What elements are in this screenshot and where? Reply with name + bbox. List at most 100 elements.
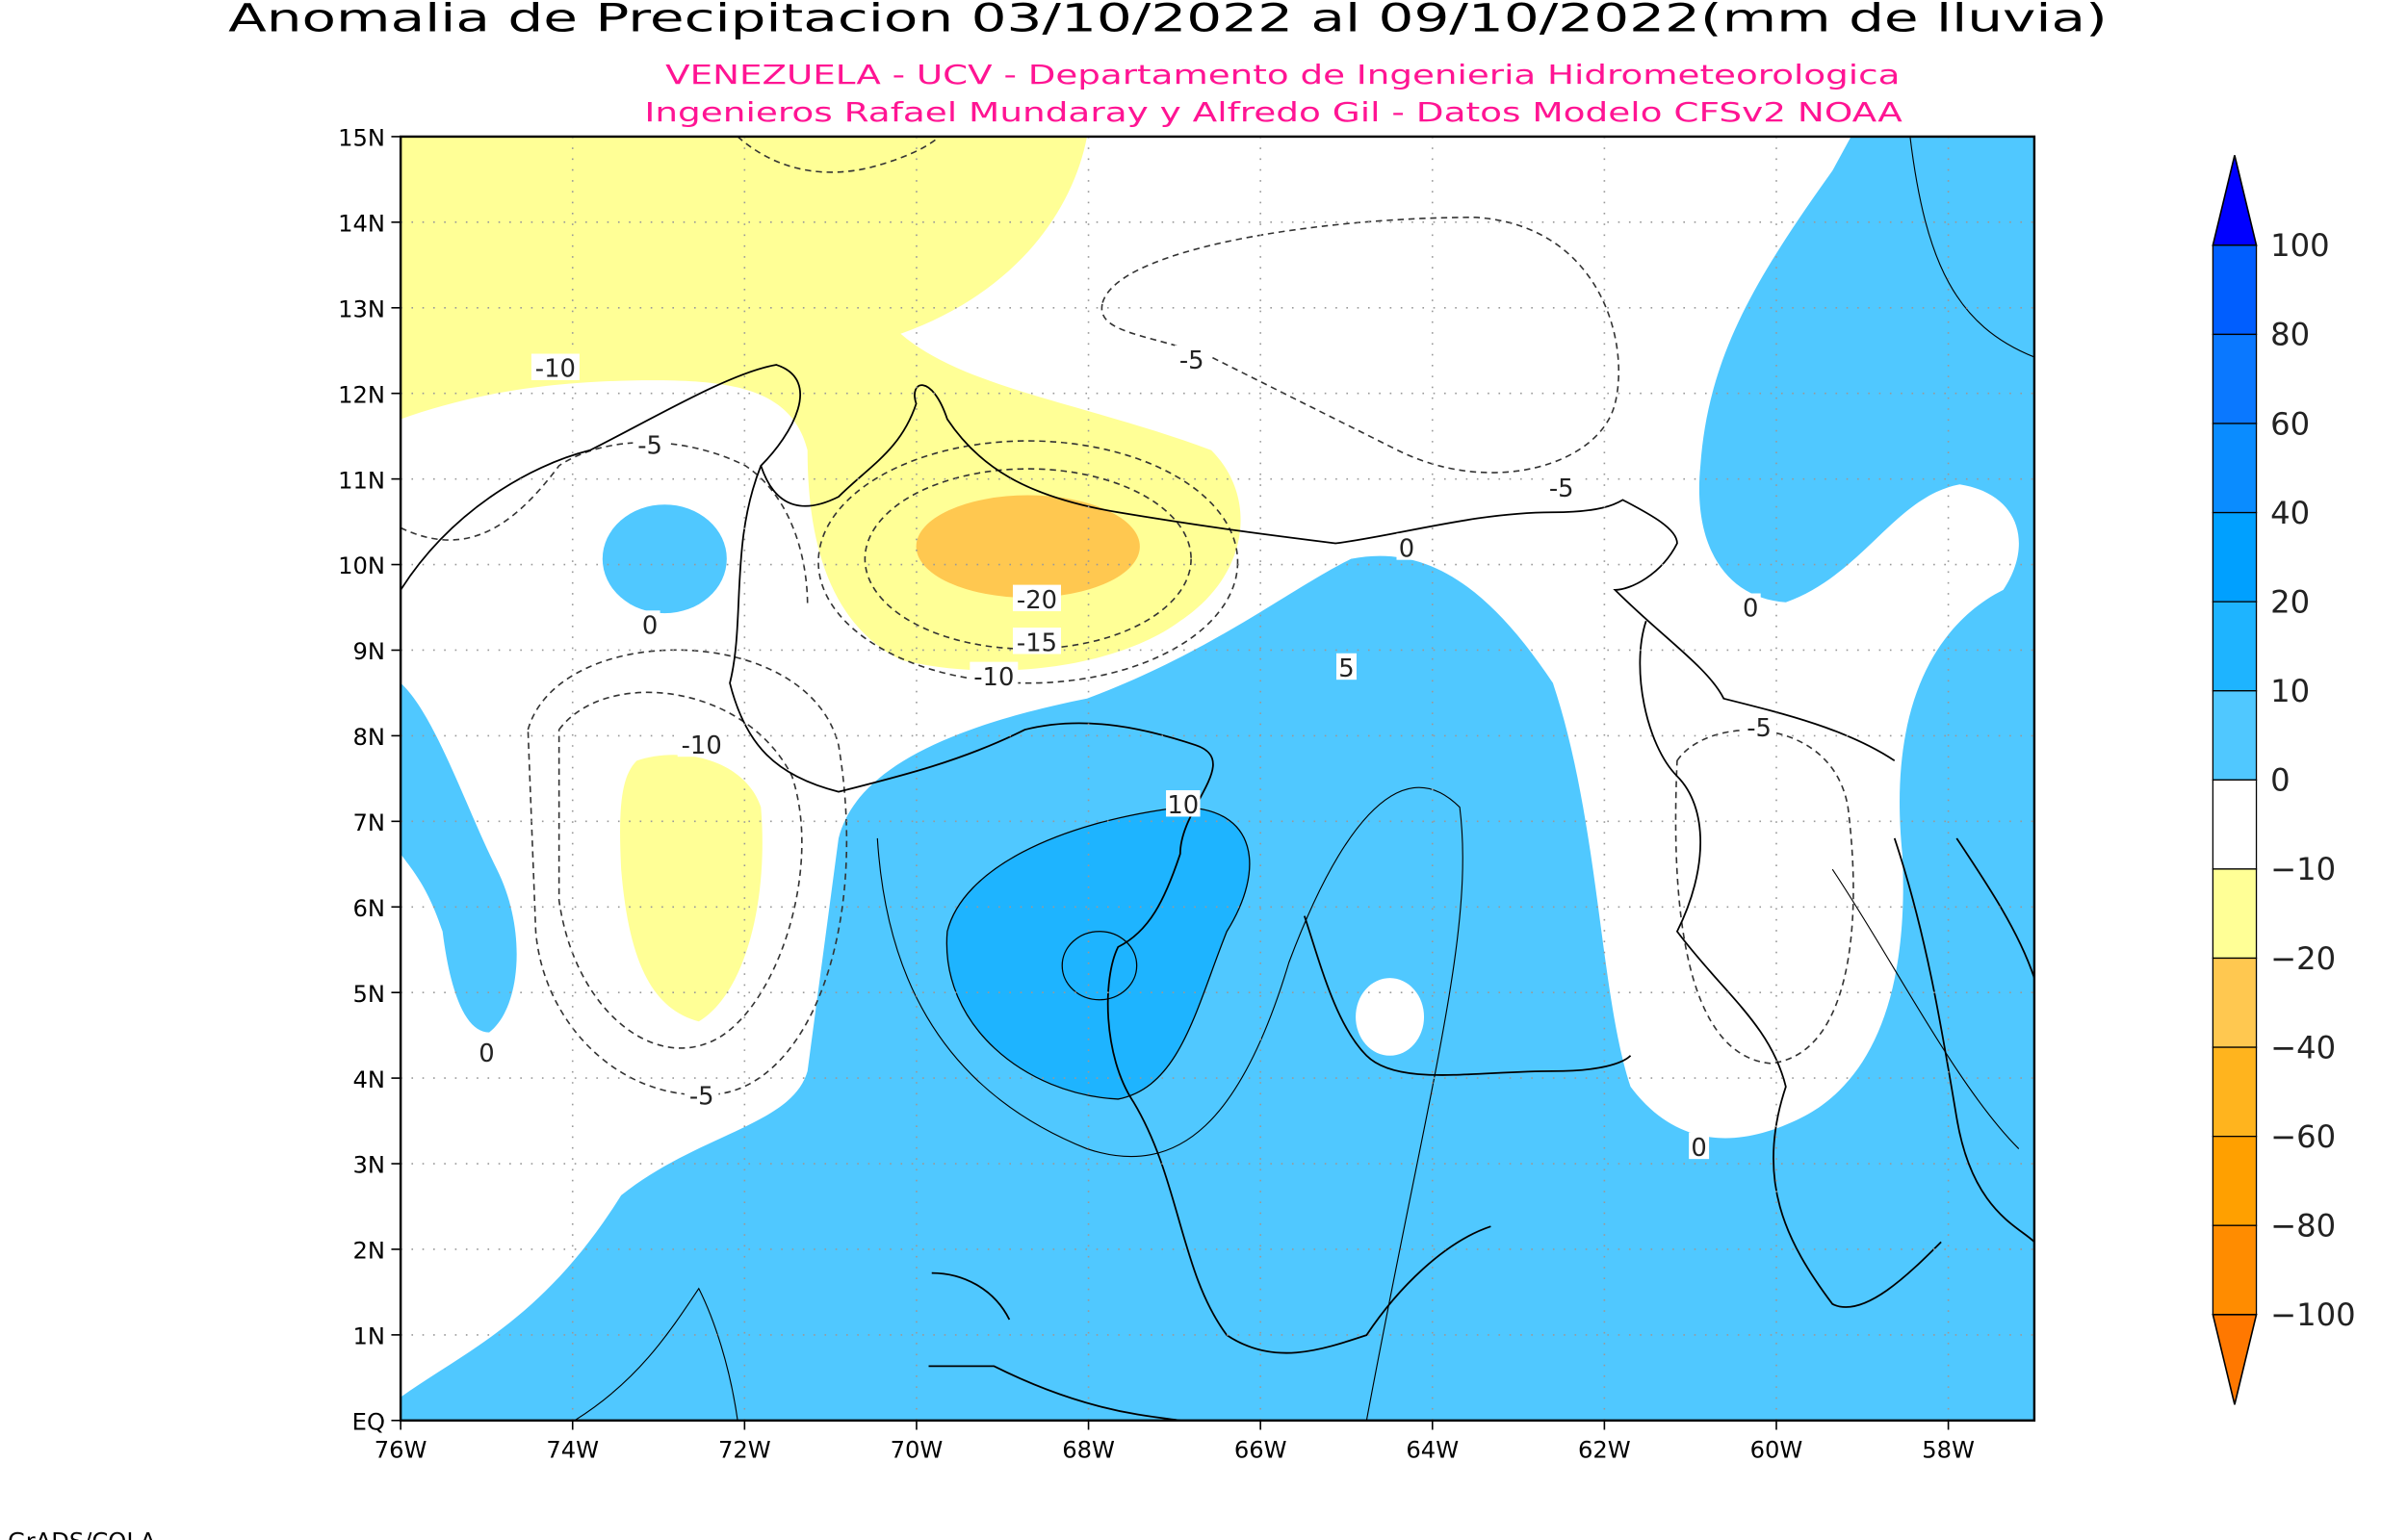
fill-minus20-to-minus40 xyxy=(916,495,1140,598)
colorbar-segment xyxy=(2212,957,2258,1048)
contour-label: -10 xyxy=(682,732,722,760)
contour-label: 0 xyxy=(1743,595,1758,624)
y-tick-label: 6N xyxy=(353,895,385,922)
border-brazil xyxy=(928,1271,1180,1421)
contour-minus5 xyxy=(737,136,941,173)
contour-label: -20 xyxy=(1017,586,1057,615)
colorbar-label: −100 xyxy=(2270,1296,2356,1333)
fill-0-to-10-west xyxy=(401,682,517,1033)
contour-label-bg xyxy=(1740,593,1761,620)
contour-5 xyxy=(876,786,1463,1421)
contour-label: -5 xyxy=(1179,346,1204,375)
contour-label-bg xyxy=(639,610,660,637)
contour-label: 0 xyxy=(479,1040,494,1068)
map-title: Anomalia de Precipitacion 03/10/2022 al … xyxy=(228,0,2108,40)
y-tick-label: 11N xyxy=(338,467,385,494)
contour-minus15 xyxy=(864,468,1192,650)
contour-label: -5 xyxy=(637,432,662,461)
y-tick-label: 4N xyxy=(353,1066,385,1093)
x-tick-label: 58W xyxy=(1922,1437,1975,1464)
border-venezuela-guyana xyxy=(1639,620,1942,1308)
contour-minus10-west xyxy=(557,691,803,1049)
contour-minus5-ne xyxy=(1100,216,1620,474)
contour-minus10-center xyxy=(817,440,1239,684)
contour-label-bg xyxy=(633,430,667,457)
x-tick-label: 66W xyxy=(1234,1437,1287,1464)
y-tick-label: 9N xyxy=(353,638,385,665)
colorbar-label: 80 xyxy=(2270,317,2310,353)
border-venezuela-south xyxy=(1303,915,1632,1076)
contour-label: -5 xyxy=(1747,714,1772,743)
contour-5-east xyxy=(1831,136,2034,1149)
contour-label: -5 xyxy=(689,1083,714,1112)
contour-label-bg xyxy=(1012,628,1061,654)
fill-0-to-10-main xyxy=(401,136,2034,1421)
contour-label-bg xyxy=(677,730,726,757)
contour-label-bg xyxy=(1689,1132,1710,1160)
contour-label-bg xyxy=(1396,533,1417,560)
colorbar-segment xyxy=(2212,1046,2258,1138)
contour-label: -10 xyxy=(535,355,576,384)
x-tick-label: 68W xyxy=(1062,1437,1115,1464)
colorbar-label: −10 xyxy=(2270,851,2336,887)
colorbar-segment xyxy=(2212,511,2258,603)
contour-minus5-east xyxy=(1674,729,1854,1065)
colorbar-label: −40 xyxy=(2270,1029,2336,1065)
y-tick-label: 13N xyxy=(338,295,385,322)
y-tick-label: 8N xyxy=(353,724,385,751)
contour-label-bg xyxy=(1742,713,1776,740)
colorbar-segment xyxy=(2212,333,2258,424)
x-tick-label: 64W xyxy=(1406,1437,1459,1464)
subtitle-line-2: Ingenieros Rafael Mundaray y Alfredo Gil… xyxy=(644,98,1902,128)
fill-0-to-minus10-island xyxy=(1356,978,1425,1056)
contour-label-bg xyxy=(476,1038,497,1065)
colorbar-label: 60 xyxy=(2270,405,2310,442)
colorbar-segment xyxy=(2212,868,2258,960)
x-tick-label: 62W xyxy=(1578,1437,1631,1464)
contour-label-bg xyxy=(684,1081,719,1108)
colorbar-label: −20 xyxy=(2270,940,2336,977)
colorbar-label: 100 xyxy=(2270,227,2330,264)
y-tick-label: 2N xyxy=(353,1238,385,1265)
grads-credit: GrADS/COLA xyxy=(8,1528,156,1540)
contour-label: 0 xyxy=(1399,534,1414,563)
x-tick-label: 60W xyxy=(1750,1437,1803,1464)
contour-label-bg xyxy=(1012,584,1061,612)
colorbar-top-arrow xyxy=(2212,155,2258,246)
colorbar-label: −60 xyxy=(2270,1118,2336,1155)
colorbar-segment xyxy=(2212,244,2258,336)
x-tick-label: 76W xyxy=(375,1437,427,1464)
map-frame xyxy=(399,135,2036,1423)
y-tick-label: 15N xyxy=(338,125,385,152)
colorbar-label: 10 xyxy=(2270,673,2310,709)
fill-0-to-10-small xyxy=(602,504,727,614)
y-tick-label: EQ xyxy=(352,1408,385,1435)
y-tick-label: 10N xyxy=(338,552,385,579)
fill-10-to-20 xyxy=(945,807,1251,1100)
x-tick-label: 72W xyxy=(718,1437,771,1464)
x-tick-label: 70W xyxy=(891,1437,944,1464)
colorbar-segment xyxy=(2212,601,2258,692)
y-tick-label: 5N xyxy=(353,981,385,1008)
contour-label: 0 xyxy=(1691,1134,1706,1163)
contour-minus5-west xyxy=(527,649,848,1096)
contour-label: 0 xyxy=(642,611,658,640)
y-tick-label: 14N xyxy=(338,211,385,238)
contour-20 xyxy=(1061,931,1138,1001)
colorbar-label: −80 xyxy=(2270,1208,2336,1245)
contour-5-sw xyxy=(574,1287,738,1421)
colorbar-segment xyxy=(2212,779,2258,870)
border-guianas xyxy=(1893,837,2034,1243)
y-tick-label: 3N xyxy=(353,1152,385,1179)
colorbar-label: 40 xyxy=(2270,495,2310,531)
colorbar-segment xyxy=(2212,690,2258,781)
contour-label: 5 xyxy=(1338,654,1354,683)
contour-label: -5 xyxy=(1549,475,1574,503)
subtitle-line-1: VENEZUELA - UCV - Departamento de Ingeni… xyxy=(665,61,1900,90)
contour-label: 10 xyxy=(1167,791,1199,820)
contour-label-bg xyxy=(1166,790,1201,817)
y-tick-label: 1N xyxy=(353,1323,385,1350)
border-colombia-venezuela xyxy=(729,465,1491,1354)
